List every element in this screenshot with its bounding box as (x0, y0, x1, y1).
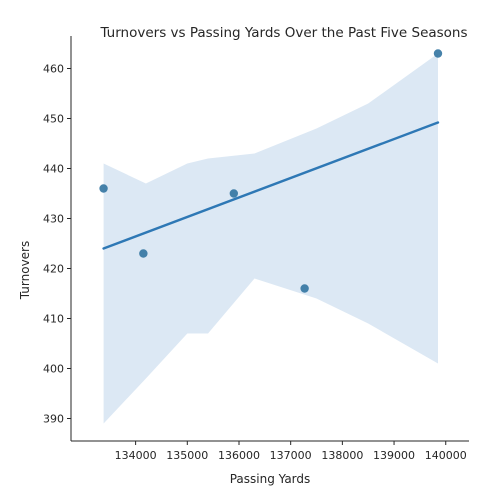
x-tick-label: 140000 (425, 449, 467, 462)
data-point (139, 249, 148, 258)
x-tick-label: 134000 (115, 449, 157, 462)
y-tick-label: 410 (43, 313, 64, 326)
x-tick-label: 137000 (270, 449, 312, 462)
y-tick-label: 420 (43, 263, 64, 276)
y-tick-label: 390 (43, 413, 64, 426)
y-tick-label: 430 (43, 213, 64, 226)
y-tick-label: 400 (43, 363, 64, 376)
y-tick-label: 450 (43, 113, 64, 126)
data-point (229, 189, 239, 198)
data-point (433, 49, 443, 58)
regression-line (102, 121, 440, 250)
x-tick-label: 136000 (218, 449, 260, 462)
y-tick-label: 460 (43, 63, 64, 76)
x-tick-label: 139000 (373, 449, 415, 462)
data-point (99, 184, 108, 193)
y-tick-label: 440 (43, 163, 64, 176)
y-axis-label: Turnovers (18, 241, 32, 300)
chart-title: Turnovers vs Passing Yards Over the Past… (99, 25, 467, 41)
x-axis-label: Passing Yards (230, 472, 311, 486)
x-tick-label: 138000 (321, 449, 363, 462)
data-point (300, 284, 309, 293)
x-tick-label: 135000 (166, 449, 208, 462)
confidence-band (103, 53, 438, 424)
